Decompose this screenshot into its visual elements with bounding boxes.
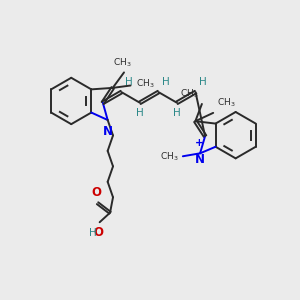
Text: O: O [93,226,103,239]
Text: CH$_3$: CH$_3$ [217,97,236,109]
Text: H: H [125,77,133,87]
Text: +: + [195,138,204,148]
Text: O: O [91,186,101,199]
Text: H: H [173,108,181,118]
Text: H: H [199,77,207,87]
Text: H: H [89,228,97,238]
Text: CH$_3$: CH$_3$ [113,56,132,69]
Text: CH$_3$: CH$_3$ [160,150,178,163]
Text: CH$_3$: CH$_3$ [136,78,154,90]
Text: N: N [194,153,205,166]
Text: CH$_3$: CH$_3$ [180,88,198,100]
Text: H: H [136,108,144,118]
Text: H: H [162,77,170,87]
Text: N: N [103,125,113,138]
